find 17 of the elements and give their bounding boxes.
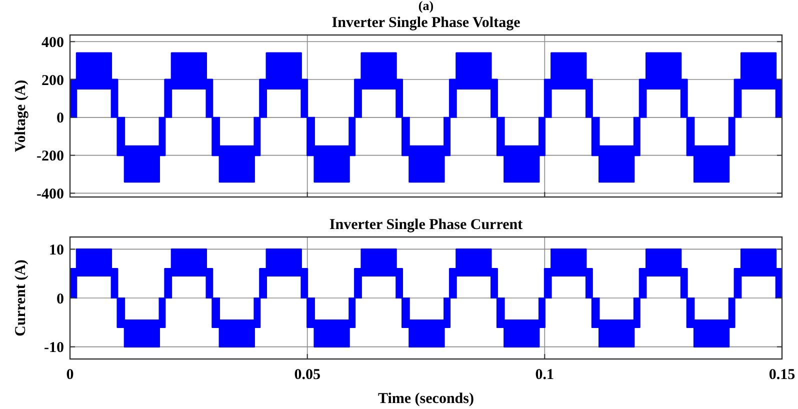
y-tick-label: -400 <box>36 186 64 202</box>
y-axis-title: Current (A) <box>13 260 29 336</box>
x-tick-label: 0.15 <box>768 367 796 383</box>
y-tick-label: -200 <box>36 148 64 165</box>
y-tick-label: 200 <box>42 72 64 89</box>
x-tick-label: 0.1 <box>535 367 554 383</box>
chart-title: Inverter Single Phase Voltage <box>332 15 521 31</box>
y-tick-label: 0 <box>56 110 64 127</box>
y-tick-label: 0 <box>56 291 64 308</box>
y-tick-label: 10 <box>49 242 64 258</box>
x-axis-title: Time (seconds) <box>378 391 474 407</box>
x-tick-label: 0.05 <box>294 367 320 383</box>
y-axis-title: Voltage (A) <box>13 80 29 152</box>
chart-title: Inverter Single Phase Current <box>329 217 523 233</box>
y-tick-label: 400 <box>42 34 64 51</box>
y-tick-label: -10 <box>44 340 64 356</box>
text: (a) <box>418 0 434 13</box>
